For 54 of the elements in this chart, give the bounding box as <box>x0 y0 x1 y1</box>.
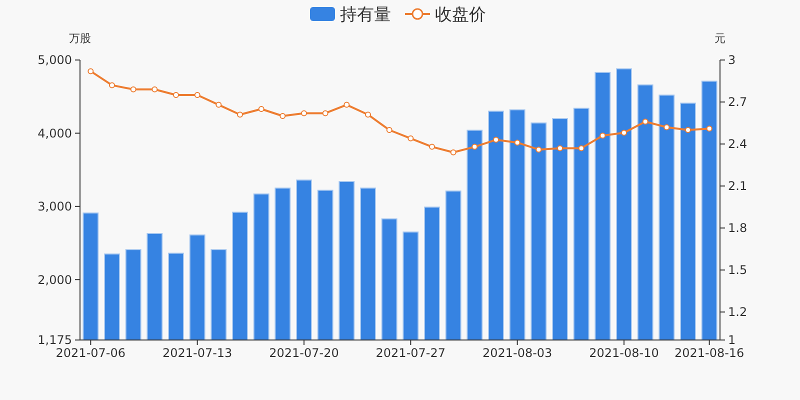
point <box>600 132 606 139</box>
y2-tick-label: 1 <box>728 333 736 348</box>
y2-axis-title: 元 <box>714 32 726 45</box>
point <box>322 110 328 116</box>
point <box>557 145 563 152</box>
point <box>472 144 478 150</box>
x-tick-label: 2021-07-20 <box>269 346 339 360</box>
point <box>386 127 392 133</box>
y2-tick-label: 1.2 <box>728 305 748 320</box>
x-tick-label: 2021-07-06 <box>56 346 126 360</box>
point <box>109 82 115 88</box>
y2-tick-label: 2.1 <box>728 179 748 194</box>
x-tick-label: 2021-07-27 <box>376 346 446 360</box>
y-tick-label: 4,000 <box>38 126 72 140</box>
point <box>706 126 712 132</box>
y-tick-label: 2,000 <box>38 272 72 287</box>
point <box>621 130 627 136</box>
y2-tick-label: 2.7 <box>728 95 748 110</box>
point <box>642 118 648 125</box>
point <box>88 68 94 74</box>
point <box>450 149 456 156</box>
point <box>280 113 286 119</box>
point <box>173 92 179 98</box>
point <box>216 102 222 108</box>
x-tick-label: 2021-07-13 <box>162 346 232 360</box>
y2-tick-label: 1.5 <box>728 263 748 278</box>
point <box>194 92 200 98</box>
point <box>301 110 307 116</box>
point <box>258 106 264 112</box>
point <box>429 144 435 150</box>
legend-label: 收盘价 <box>435 5 486 25</box>
point <box>408 135 414 142</box>
x-tick-label: 2021-08-10 <box>589 346 659 360</box>
point <box>130 86 136 92</box>
point <box>493 136 499 143</box>
y-tick-label: 1,175 <box>38 333 72 348</box>
y2-tick-label: 2.4 <box>728 137 748 152</box>
y-axis-title: 万股 <box>69 32 91 45</box>
point <box>344 102 350 108</box>
y-tick-label: 5,000 <box>38 53 72 68</box>
point <box>237 112 243 118</box>
point <box>365 112 371 118</box>
point <box>685 127 691 133</box>
y2-tick-label: 1.8 <box>728 221 748 236</box>
point <box>578 145 584 152</box>
point <box>514 140 520 146</box>
y2-tick-label: 3 <box>728 53 736 68</box>
x-tick-label: 2021-08-03 <box>482 346 552 360</box>
y-tick-label: 3,000 <box>38 200 72 214</box>
point <box>536 146 542 153</box>
point <box>664 124 670 130</box>
legend-label: 持有量 <box>340 5 391 25</box>
x-tick-label: 2021-08-16 <box>674 346 744 360</box>
point <box>152 86 158 92</box>
